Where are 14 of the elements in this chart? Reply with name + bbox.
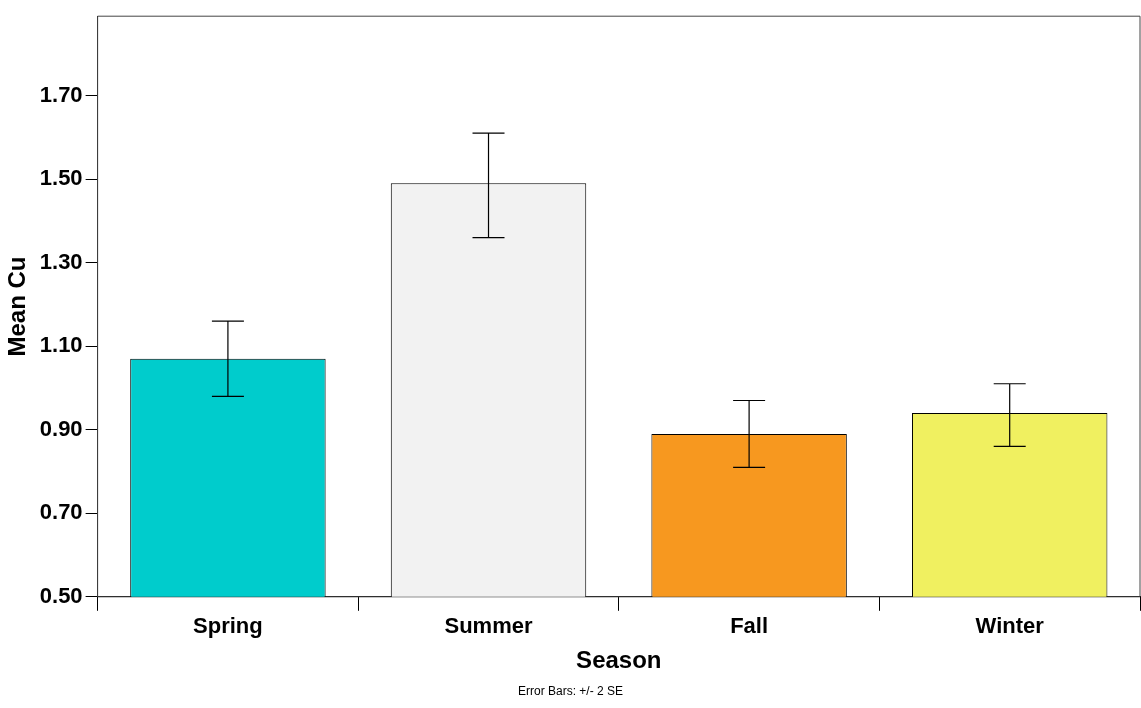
x-axis-title: Season — [576, 646, 662, 674]
x-tick-label: Summer — [444, 613, 533, 639]
y-tick-label: 1.30 — [39, 248, 83, 274]
y-tick-label: 1.70 — [39, 81, 83, 107]
x-tick-label: Spring — [193, 613, 263, 639]
x-tick-label: Fall — [730, 613, 769, 639]
y-tick-label: 0.70 — [39, 499, 83, 525]
y-axis-title: Mean Cu — [3, 256, 31, 357]
y-tick-label: 0.90 — [39, 415, 83, 441]
text: Error Bars: +/- 2 SE — [517, 684, 624, 698]
y-tick-label: 1.10 — [39, 332, 83, 358]
y-tick-label: 1.50 — [39, 165, 83, 191]
y-tick-label: 0.50 — [39, 582, 83, 608]
x-tick-label: Winter — [975, 613, 1045, 639]
